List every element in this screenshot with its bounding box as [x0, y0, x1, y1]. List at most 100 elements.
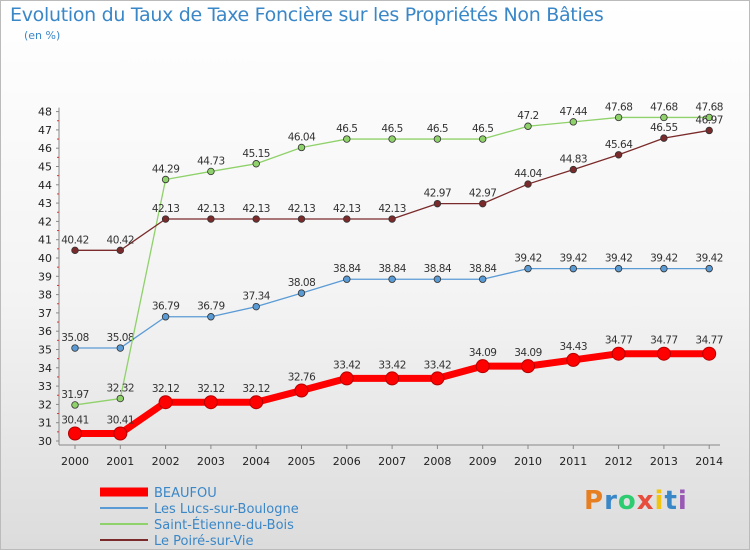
data-point — [68, 426, 82, 441]
data-point — [433, 199, 442, 208]
data-point — [566, 352, 581, 367]
data-point — [71, 401, 79, 409]
data-label: 34.43 — [560, 341, 588, 353]
data-point — [702, 346, 717, 361]
data-label: 34.09 — [469, 347, 497, 359]
data-point — [116, 344, 124, 352]
data-point — [252, 160, 260, 168]
x-tick-label: 2014 — [695, 455, 723, 468]
data-label: 44.83 — [560, 154, 588, 166]
data-label: 47.44 — [560, 106, 588, 118]
data-label: 39.42 — [695, 253, 723, 265]
y-tick-label: 41 — [38, 234, 52, 247]
y-tick-label: 30 — [38, 435, 52, 448]
data-point — [252, 215, 260, 223]
logo-letter: i — [677, 486, 688, 516]
x-tick-label: 2007 — [378, 455, 406, 468]
x-tick-label: 2008 — [423, 455, 451, 468]
y-tick-label: 34 — [38, 362, 52, 375]
data-label: 31.97 — [61, 389, 89, 401]
y-tick-label: 33 — [38, 380, 52, 393]
y-tick-label: 43 — [38, 197, 52, 210]
data-label: 34.77 — [605, 335, 633, 347]
logo-letter: o — [617, 486, 637, 516]
data-point — [388, 275, 396, 283]
data-label: 30.41 — [61, 414, 89, 426]
data-label: 46.04 — [288, 131, 316, 143]
data-point — [161, 175, 170, 184]
data-point — [521, 359, 535, 374]
data-point — [203, 395, 218, 410]
data-point — [388, 215, 396, 223]
data-point — [252, 302, 260, 311]
data-label: 33.42 — [424, 359, 452, 371]
y-tick-label: 40 — [38, 252, 52, 265]
data-point — [656, 346, 671, 361]
data-point — [433, 275, 442, 283]
data-label: 42.13 — [242, 203, 270, 215]
data-point — [385, 371, 400, 386]
data-label: 46.5 — [472, 123, 493, 135]
x-tick-label: 2002 — [152, 455, 180, 468]
data-point — [524, 180, 532, 188]
data-point — [71, 246, 79, 255]
data-point — [294, 383, 309, 398]
data-label: 46.5 — [381, 123, 402, 135]
data-point — [524, 122, 532, 130]
legend-label: Le Poiré-sur-Vie — [154, 534, 254, 549]
data-label: 47.68 — [650, 101, 678, 113]
x-tick-label: 2011 — [559, 455, 587, 468]
data-point — [569, 165, 577, 174]
logo-letter: t — [664, 486, 678, 516]
data-label: 38.84 — [469, 263, 497, 275]
data-label: 42.13 — [378, 203, 406, 215]
y-tick-label: 35 — [38, 344, 52, 357]
data-point — [207, 167, 215, 176]
data-label: 40.42 — [107, 234, 135, 246]
x-tick-label: 2012 — [605, 455, 633, 468]
y-tick-label: 46 — [38, 142, 52, 155]
data-label: 42.13 — [197, 203, 225, 215]
data-label: 34.77 — [695, 335, 723, 347]
data-label: 42.97 — [469, 188, 497, 200]
data-label: 46.55 — [650, 122, 678, 134]
data-label: 35.08 — [107, 332, 135, 344]
data-point — [569, 118, 577, 126]
data-label: 38.08 — [288, 277, 316, 289]
data-point — [297, 143, 306, 152]
y-tick-label: 36 — [38, 325, 52, 338]
data-label: 38.84 — [378, 263, 406, 275]
data-point — [207, 313, 215, 321]
x-tick-label: 2005 — [288, 455, 316, 468]
data-label: 39.42 — [560, 253, 588, 265]
data-point — [116, 246, 124, 255]
data-label: 44.73 — [197, 155, 225, 167]
data-point — [614, 264, 623, 273]
data-label: 34.77 — [650, 335, 678, 347]
data-point — [705, 126, 713, 135]
data-label: 44.04 — [514, 168, 542, 180]
data-label: 46.5 — [336, 123, 357, 135]
y-tick-label: 38 — [38, 289, 52, 302]
data-label: 35.08 — [61, 332, 89, 344]
data-label: 36.79 — [197, 301, 225, 313]
y-tick-label: 47 — [38, 124, 52, 137]
data-point — [158, 395, 173, 410]
data-point — [343, 275, 351, 283]
data-label: 32.76 — [288, 371, 316, 383]
data-point — [479, 135, 487, 143]
data-point — [705, 113, 713, 122]
logo-letter: i — [654, 486, 665, 516]
data-label: 42.13 — [152, 203, 180, 215]
data-point — [479, 275, 487, 283]
data-point — [388, 135, 396, 143]
data-point — [475, 359, 490, 374]
data-label: 33.42 — [378, 359, 406, 371]
y-tick-label: 48 — [38, 106, 52, 119]
data-point — [343, 135, 351, 143]
y-tick-label: 39 — [38, 270, 52, 283]
data-point — [433, 135, 442, 143]
data-label: 37.34 — [242, 291, 270, 303]
